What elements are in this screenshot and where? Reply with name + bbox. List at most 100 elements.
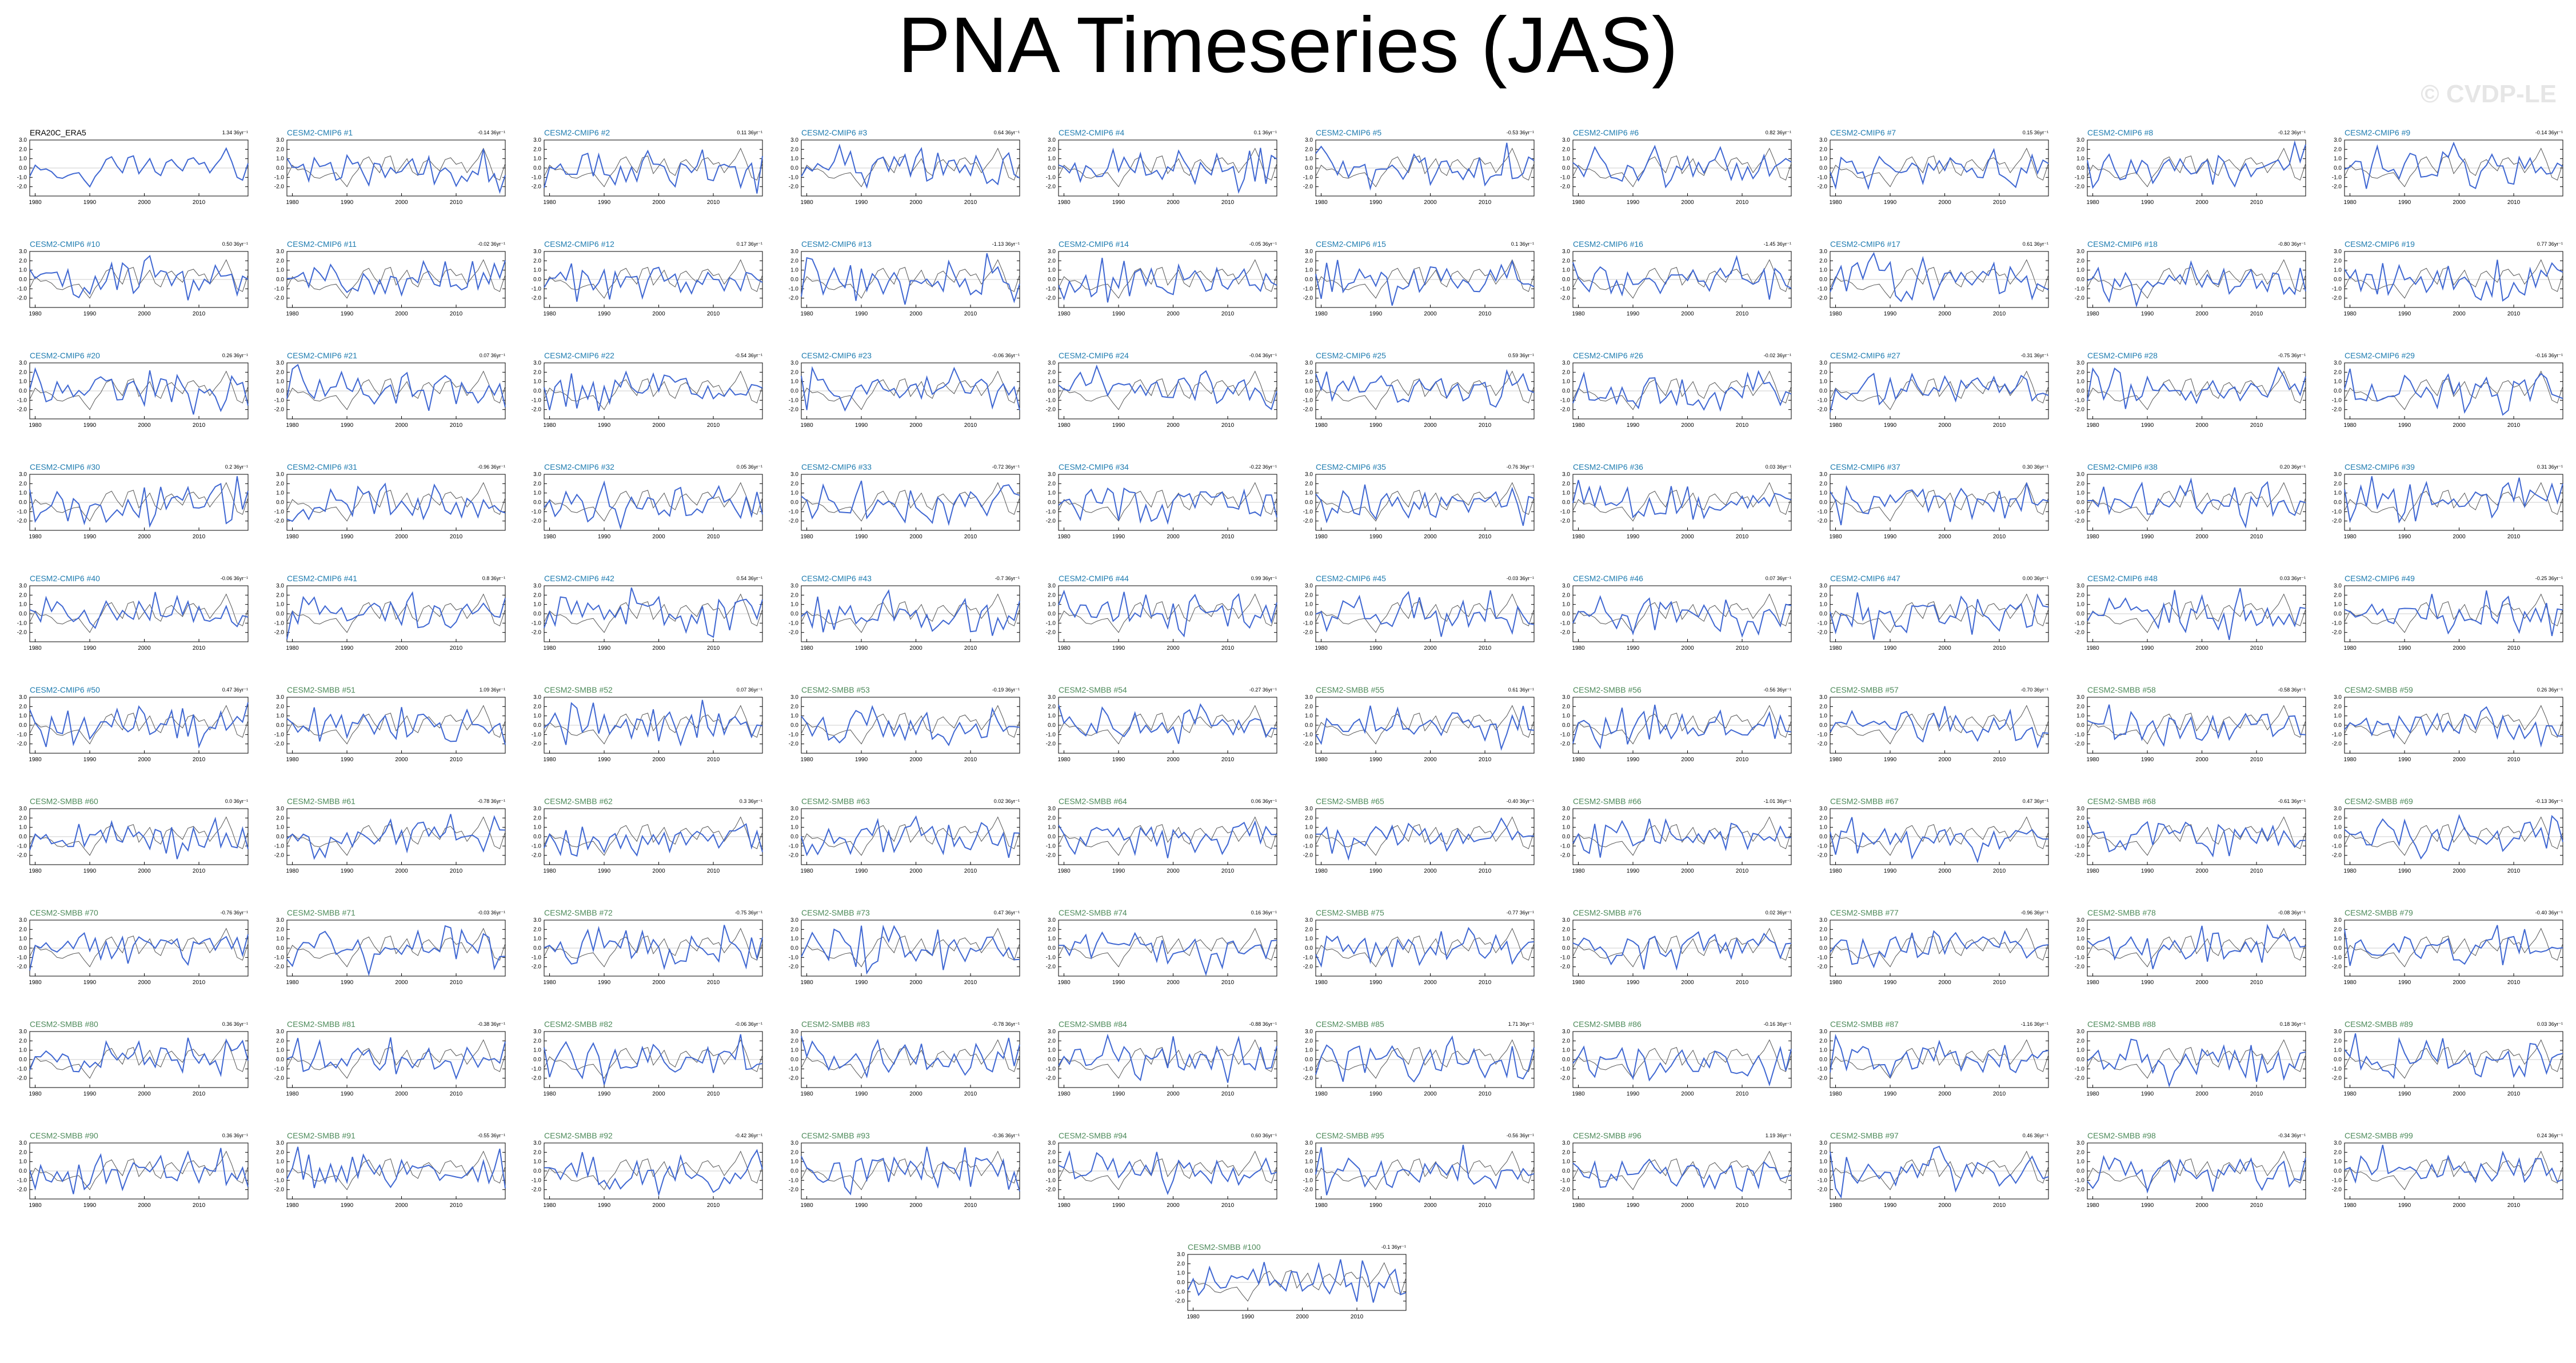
series-line-member [1315,1035,1535,1083]
series-line-member [1572,931,1792,971]
panel: CESM2-SMBB #98 -0.34 36yr⁻¹-2.0-1.00.01.0… [2075,1131,2306,1209]
x-tick-label: 1990 [1369,422,1383,429]
panel: CESM2-SMBB #99 0.24 36yr⁻¹-2.0-1.00.01.02… [2332,1131,2563,1209]
x-tick-label: 2010 [2507,645,2521,651]
x-tick-label: 1990 [855,199,868,206]
y-tick-label: -2.0 [1560,1187,1571,1193]
x-tick-label: 2010 [1479,757,1492,763]
y-tick-label: -1.0 [789,286,799,292]
y-tick-label: 1.0 [1305,490,1313,497]
panel-title: CESM2-CMIP6 #5 [1316,128,1381,137]
panel: CESM2-SMBB #76 0.02 36yr⁻¹-2.0-1.00.01.02… [1560,908,1792,986]
y-tick-label: -2.0 [274,741,285,748]
panel: CESM2-SMBB #87 -1.16 36yr⁻¹-2.0-1.00.01.0… [1818,1020,2049,1097]
panel-trend: 1.71 36yr⁻¹ [1508,1021,1534,1027]
y-tick-label: 0.0 [1819,277,1827,283]
y-tick-label: 2.0 [1048,369,1056,375]
panel: CESM2-CMIP6 #42 0.54 36yr⁻¹-2.0-1.00.01.0… [532,574,763,651]
y-tick-label: 0.0 [1305,1057,1313,1063]
series-line-member [1830,1145,2049,1199]
x-tick-label: 2000 [395,311,408,317]
y-tick-label: 1.0 [1177,1270,1185,1277]
y-tick-label: 2.0 [1048,481,1056,487]
y-tick-label: -2.0 [1175,1298,1185,1305]
panel-trend: -0.56 36yr⁻¹ [1507,1133,1534,1138]
y-tick-label: 1.0 [790,936,798,942]
panel: CESM2-CMIP6 #20 0.26 36yr⁻¹-2.0-1.00.01.0… [17,351,249,429]
x-tick-label: 2010 [1479,534,1492,540]
y-tick-label: 0.0 [19,611,27,617]
y-tick-label: 3.0 [2334,137,2342,143]
x-tick-label: 2000 [1424,199,1437,206]
y-tick-label: 3.0 [2334,917,2342,924]
y-tick-label: 2.0 [276,1038,284,1044]
x-tick-label: 2010 [193,1202,206,1209]
panel-trend: -0.54 36yr⁻¹ [735,353,762,358]
x-tick-label: 1980 [1315,199,1328,206]
series-line-member [2087,260,2306,308]
x-tick-label: 1980 [29,1091,42,1097]
panel-title: CESM2-CMIP6 #23 [801,351,872,360]
series-line-member [2087,924,2306,969]
x-tick-label: 2000 [2453,645,2466,651]
panel-title: CESM2-CMIP6 #11 [287,239,357,249]
panel-title: CESM2-CMIP6 #12 [544,239,614,249]
panel-trend: 0.15 36yr⁻¹ [2023,130,2048,135]
x-tick-label: 1980 [2086,311,2099,317]
x-tick-label: 2000 [1424,1091,1437,1097]
x-tick-label: 1980 [543,645,556,651]
panel-title: CESM2-CMIP6 #40 [30,574,100,583]
y-tick-label: -2.0 [2075,1187,2085,1193]
y-tick-label: -2.0 [1303,295,1313,302]
x-tick-label: 1980 [543,534,556,540]
series-line-obs [801,147,1020,187]
x-tick-label: 2010 [193,534,206,540]
y-tick-label: -2.0 [17,964,27,970]
panel-trend: -0.1 36yr⁻¹ [1381,1244,1406,1250]
y-tick-label: 1.0 [1819,379,1827,385]
x-tick-label: 1990 [598,422,611,429]
y-tick-label: 1.0 [1562,1159,1570,1165]
panel-trend: -0.72 36yr⁻¹ [992,464,1020,470]
y-tick-label: 1.0 [276,602,284,608]
y-tick-label: -1.0 [2075,286,2085,292]
y-tick-label: 0.0 [1305,834,1313,840]
y-tick-label: -2.0 [789,407,799,413]
x-tick-label: 2000 [2195,1091,2208,1097]
x-tick-label: 1990 [598,534,611,540]
panel-trend: 0.17 36yr⁻¹ [737,241,762,247]
x-tick-label: 1980 [800,311,813,317]
panel-trend: 1.09 36yr⁻¹ [480,687,505,693]
y-tick-label: -1.0 [532,397,542,403]
x-tick-label: 1980 [1057,980,1071,986]
x-tick-label: 2000 [652,199,665,206]
x-tick-label: 2010 [2250,980,2263,986]
x-tick-label: 2000 [138,1202,151,1209]
x-tick-label: 2000 [1167,980,1180,986]
x-tick-label: 1990 [855,757,868,763]
panel-trend: -0.36 36yr⁻¹ [992,1133,1020,1138]
y-tick-label: 3.0 [2334,360,2342,366]
series-line-obs [544,259,763,299]
x-tick-label: 1990 [341,1091,354,1097]
series-line-member [801,480,1020,526]
x-tick-label: 2010 [1993,534,2006,540]
x-tick-label: 1990 [1627,534,1640,540]
x-tick-label: 1980 [543,1202,556,1209]
x-tick-label: 1980 [1572,199,1585,206]
series-line-obs [286,705,506,745]
series-line-member [1058,931,1277,977]
x-tick-label: 2000 [395,534,408,540]
y-tick-label: 3.0 [790,360,798,366]
y-tick-label: 2.0 [1819,369,1827,375]
y-tick-label: 3.0 [1305,249,1313,255]
series-line-member [1830,372,2049,413]
panel-title: CESM2-SMBB #53 [801,685,870,694]
panel-title: CESM2-CMIP6 #18 [2087,239,2158,249]
x-tick-label: 1990 [2141,980,2154,986]
y-tick-label: -1.0 [2075,843,2085,849]
x-tick-label: 2000 [1167,757,1180,763]
y-tick-label: 1.0 [1305,156,1313,162]
panel-trend: -0.42 36yr⁻¹ [735,1133,762,1138]
y-tick-label: 0.0 [2334,1057,2342,1063]
